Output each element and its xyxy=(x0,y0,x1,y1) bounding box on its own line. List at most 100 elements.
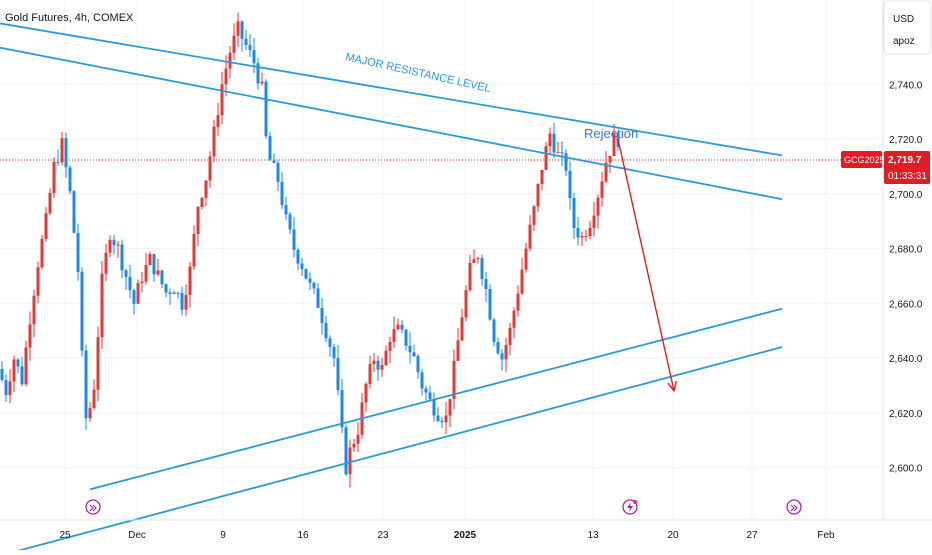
candle[interactable] xyxy=(428,385,432,401)
candle[interactable] xyxy=(588,220,592,240)
candle[interactable] xyxy=(220,71,224,125)
candle[interactable] xyxy=(52,157,56,198)
candle[interactable] xyxy=(568,161,572,210)
candle[interactable] xyxy=(400,319,404,334)
candle[interactable] xyxy=(496,337,500,355)
candle[interactable] xyxy=(296,247,300,271)
candle[interactable] xyxy=(312,281,316,295)
candle[interactable] xyxy=(236,12,240,48)
candle[interactable] xyxy=(80,267,84,357)
candle[interactable] xyxy=(444,402,448,435)
candle[interactable] xyxy=(88,402,92,422)
candle[interactable] xyxy=(304,268,308,280)
candle[interactable] xyxy=(96,326,100,402)
trendline-support-upper[interactable] xyxy=(89,307,783,491)
candle[interactable] xyxy=(20,357,24,387)
candle[interactable] xyxy=(416,353,420,379)
candle[interactable] xyxy=(408,332,412,364)
candle[interactable] xyxy=(156,258,160,277)
candle[interactable] xyxy=(240,20,244,53)
candle[interactable] xyxy=(388,336,392,364)
candle[interactable] xyxy=(328,335,332,357)
candle[interactable] xyxy=(404,329,408,351)
candle[interactable] xyxy=(168,288,172,305)
candle[interactable] xyxy=(512,307,516,339)
candle[interactable] xyxy=(60,131,64,166)
candle[interactable] xyxy=(308,272,312,291)
candle[interactable] xyxy=(492,317,496,347)
candle[interactable] xyxy=(252,37,256,74)
candle[interactable] xyxy=(508,322,512,356)
candle[interactable] xyxy=(16,358,20,374)
candle[interactable] xyxy=(76,223,80,281)
candle[interactable] xyxy=(180,286,184,316)
candle[interactable] xyxy=(68,165,72,195)
candle[interactable] xyxy=(24,340,28,387)
candle[interactable] xyxy=(196,205,200,247)
candle[interactable] xyxy=(608,155,612,173)
candle[interactable] xyxy=(516,285,520,317)
candle[interactable] xyxy=(596,194,600,229)
candle[interactable] xyxy=(500,349,504,371)
candle[interactable] xyxy=(140,271,144,293)
candle[interactable] xyxy=(332,343,336,367)
candle[interactable] xyxy=(420,368,424,396)
candle[interactable] xyxy=(300,258,304,277)
trendlines[interactable] xyxy=(0,8,783,555)
candle[interactable] xyxy=(92,379,96,410)
candle[interactable] xyxy=(560,141,564,166)
candle[interactable] xyxy=(356,422,360,453)
candle[interactable] xyxy=(4,373,8,402)
candle[interactable] xyxy=(344,424,348,477)
candle[interactable] xyxy=(572,192,576,239)
candle[interactable] xyxy=(604,151,608,183)
candle[interactable] xyxy=(212,119,216,163)
candle[interactable] xyxy=(368,355,372,389)
candle[interactable] xyxy=(84,344,88,430)
candle[interactable] xyxy=(116,240,120,259)
candle[interactable] xyxy=(124,269,128,291)
candle[interactable] xyxy=(540,169,544,191)
candle[interactable] xyxy=(260,72,264,86)
candle[interactable] xyxy=(612,123,616,157)
candle[interactable] xyxy=(456,327,460,362)
candle[interactable] xyxy=(448,399,452,427)
replay-icon[interactable] xyxy=(786,499,802,515)
candle[interactable] xyxy=(584,229,588,242)
candle[interactable] xyxy=(276,160,280,191)
candle[interactable] xyxy=(128,264,132,299)
candle[interactable] xyxy=(352,438,356,452)
candle[interactable] xyxy=(192,225,196,271)
candle[interactable] xyxy=(176,291,180,299)
candle[interactable] xyxy=(600,171,604,207)
candle[interactable] xyxy=(484,271,488,302)
candle[interactable] xyxy=(232,23,236,61)
candle[interactable] xyxy=(384,345,388,367)
candle[interactable] xyxy=(432,392,436,422)
candle[interactable] xyxy=(488,284,492,321)
candle[interactable] xyxy=(536,183,540,212)
candle[interactable] xyxy=(280,171,284,210)
candle[interactable] xyxy=(44,207,48,243)
currency-box[interactable] xyxy=(883,0,932,55)
price-scale[interactable] xyxy=(883,0,932,550)
candle[interactable] xyxy=(208,151,212,188)
candle[interactable] xyxy=(348,439,352,488)
candle[interactable] xyxy=(472,249,476,264)
candle[interactable] xyxy=(544,141,548,171)
candle[interactable] xyxy=(288,211,292,235)
candle[interactable] xyxy=(36,261,40,304)
candle[interactable] xyxy=(548,127,552,154)
candle[interactable] xyxy=(272,153,276,164)
candle[interactable] xyxy=(324,315,328,343)
candle[interactable] xyxy=(292,217,296,258)
candle[interactable] xyxy=(412,344,416,357)
candle[interactable] xyxy=(520,257,524,296)
candle[interactable] xyxy=(120,239,124,279)
candle[interactable] xyxy=(372,353,376,372)
candle[interactable] xyxy=(376,355,380,381)
candle[interactable] xyxy=(436,407,440,423)
candle[interactable] xyxy=(264,79,268,139)
